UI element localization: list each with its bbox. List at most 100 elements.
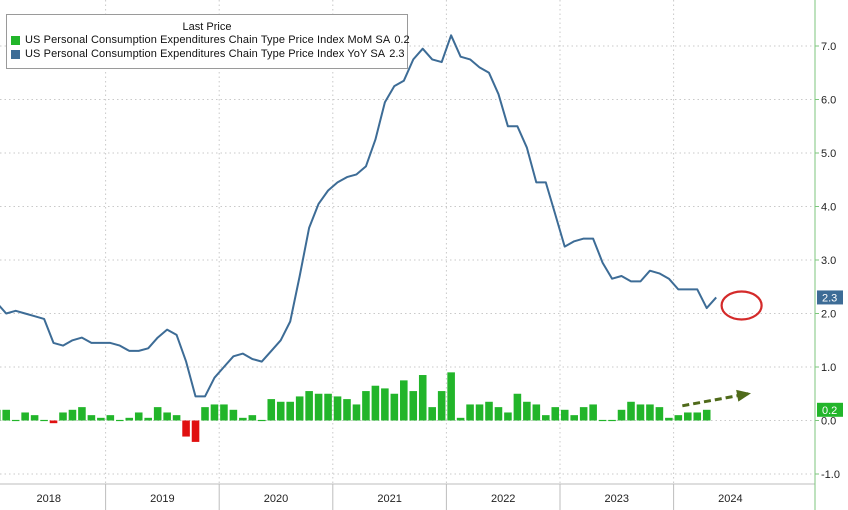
mom-bar xyxy=(409,391,418,421)
legend-title: Last Price xyxy=(182,21,232,33)
yoy-line xyxy=(0,34,717,398)
mom-bar xyxy=(258,419,266,422)
mom-bar xyxy=(248,415,257,421)
mom-bar xyxy=(485,401,493,421)
x-tick-label: 2021 xyxy=(377,493,401,505)
x-tick-label: 2020 xyxy=(264,493,288,505)
mom-bar xyxy=(343,399,351,421)
mom-bar xyxy=(674,415,683,421)
mom-bar xyxy=(570,415,578,421)
mom-bar xyxy=(87,415,96,421)
value-tags: 2.3 0.2 xyxy=(817,290,843,417)
legend-value-yoy: 2.3 xyxy=(389,48,405,60)
mom-bar xyxy=(390,393,399,421)
mom-bar xyxy=(523,401,531,421)
mom-bar xyxy=(267,399,276,421)
y-tick-label: 3.0 xyxy=(821,255,836,267)
mom-bar xyxy=(314,393,323,421)
x-tick-label: 2018 xyxy=(37,493,61,505)
mom-bar xyxy=(684,412,692,421)
legend-entry-mom: US Personal Consumption Expenditures Cha… xyxy=(7,33,410,47)
mom-bar xyxy=(305,391,313,421)
mom-bar xyxy=(49,420,58,424)
legend-swatch-mom xyxy=(11,35,20,45)
mom-bar xyxy=(627,401,635,421)
mom-bar xyxy=(2,409,10,421)
trend-arrow-head xyxy=(736,389,752,402)
mom-bar xyxy=(21,412,29,421)
mom-bar xyxy=(163,412,171,421)
mom-bar xyxy=(191,420,200,442)
mom-bar xyxy=(589,404,597,421)
legend-label-mom: US Personal Consumption Expenditures Cha… xyxy=(25,34,391,46)
legend: Last Price US Personal Consumption Expen… xyxy=(6,14,410,69)
mom-bar xyxy=(0,409,1,421)
mom-bar xyxy=(220,404,228,421)
x-tick-label: 2023 xyxy=(605,493,629,505)
value-tag-bg xyxy=(817,290,843,305)
mom-bar xyxy=(210,404,219,421)
y-tick-label: 5.0 xyxy=(821,148,836,160)
mom-bar xyxy=(78,407,86,421)
mom-bar xyxy=(381,388,389,421)
mom-bar xyxy=(295,396,304,421)
mom-bar xyxy=(125,417,134,421)
mom-bar xyxy=(116,419,124,422)
mom-bar xyxy=(598,419,607,422)
x-tick-label: 2022 xyxy=(491,493,515,505)
mom-bar xyxy=(400,380,408,421)
mom-bar xyxy=(68,409,77,421)
value-tag-bg xyxy=(817,402,843,417)
mom-bar xyxy=(617,409,626,421)
legend-value-mom: 0.2 xyxy=(394,34,410,46)
mom-bar xyxy=(466,404,474,421)
legend-entry-yoy: US Personal Consumption Expenditures Cha… xyxy=(7,47,407,61)
mom-bar xyxy=(504,412,512,421)
value-tag-text: 2.3 xyxy=(822,292,837,304)
mom-bar xyxy=(352,404,361,421)
mom-bar xyxy=(172,415,181,421)
y-tick-label: 4.0 xyxy=(821,202,836,214)
mom-bar xyxy=(494,407,503,421)
x-tick-label: 2024 xyxy=(718,493,742,505)
mom-bar xyxy=(475,404,484,421)
y-tick-label: 7.0 xyxy=(821,41,836,53)
mom-bar xyxy=(579,407,588,421)
mom-bar xyxy=(542,415,550,421)
mom-bar xyxy=(201,407,209,421)
mom-bar xyxy=(636,404,645,421)
mom-bar xyxy=(447,372,455,421)
mom-bar xyxy=(97,417,105,421)
y-tick-label: -1.0 xyxy=(821,469,840,481)
mom-bar xyxy=(437,391,446,421)
x-tick-label: 2019 xyxy=(150,493,174,505)
mom-bar xyxy=(702,409,711,421)
mom-bar xyxy=(144,417,152,421)
mom-bar xyxy=(418,375,427,421)
mom-bar xyxy=(276,401,285,421)
mom-bar xyxy=(30,415,39,421)
mom-bars xyxy=(0,372,711,442)
mom-bar xyxy=(560,409,569,421)
mom-bar xyxy=(513,393,522,421)
mom-bar xyxy=(182,420,190,437)
mom-bar xyxy=(286,401,294,421)
mom-bar xyxy=(59,412,67,421)
mom-bar xyxy=(551,407,560,421)
y-tick-label: 2.0 xyxy=(821,309,836,321)
mom-bar xyxy=(646,404,654,421)
trend-arrow-shaft xyxy=(682,392,749,408)
mom-bar xyxy=(11,419,20,422)
mom-bar xyxy=(333,396,342,421)
legend-swatch-yoy xyxy=(11,49,20,59)
mom-bar xyxy=(229,409,238,421)
mom-bar xyxy=(239,417,247,421)
mom-bar xyxy=(608,419,616,422)
mom-bar xyxy=(371,385,380,421)
y-tick-label: 6.0 xyxy=(821,95,836,107)
mom-bar xyxy=(134,412,143,421)
mom-bar xyxy=(106,415,115,421)
legend-label-yoy: US Personal Consumption Expenditures Cha… xyxy=(25,48,386,60)
